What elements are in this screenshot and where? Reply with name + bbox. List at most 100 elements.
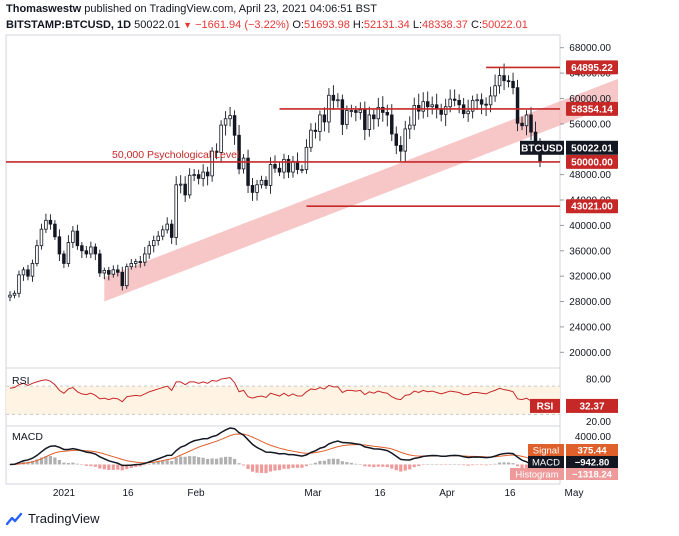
- histogram-bar: [381, 464, 385, 467]
- histogram-bar: [129, 464, 133, 468]
- candle: [228, 106, 232, 127]
- candle: [53, 220, 57, 240]
- candle: [201, 164, 205, 187]
- candle-body-up: [192, 174, 196, 177]
- candle-body-up: [228, 115, 232, 120]
- candle: [160, 225, 165, 241]
- candle-body-up: [160, 229, 165, 237]
- level-64895.22: 64895.22: [486, 60, 618, 75]
- macd-readout-badge: [566, 468, 618, 480]
- histogram-bar: [524, 464, 529, 469]
- candle: [62, 250, 66, 268]
- histogram-bar: [435, 464, 439, 465]
- histogram-bar: [116, 464, 120, 470]
- histogram-bar: [165, 460, 169, 465]
- candle: [461, 97, 466, 119]
- candle-body-down: [399, 145, 403, 152]
- last-price-badge: [566, 140, 618, 155]
- candle-body-up: [304, 146, 309, 170]
- candle-body-up: [443, 106, 448, 115]
- histogram-bar: [62, 462, 66, 465]
- candle: [66, 235, 71, 267]
- candle-body-up: [412, 105, 416, 126]
- open-value: 51693.98: [303, 19, 350, 31]
- histogram-bar: [417, 464, 421, 467]
- histogram-bar: [426, 464, 430, 465]
- candle: [421, 92, 425, 119]
- candle: [515, 79, 520, 132]
- candle-body-up: [241, 157, 246, 170]
- x-tick-label: 16: [374, 488, 386, 499]
- x-tick-label: Feb: [187, 488, 205, 499]
- candle: [273, 155, 277, 173]
- candle: [403, 120, 407, 162]
- rsi-title: RSI: [12, 375, 30, 387]
- level-50000.00: 50000.00 50,000 Psychological Level: [6, 149, 618, 169]
- histogram-bar: [444, 464, 448, 465]
- candle: [30, 259, 35, 282]
- close-label: C:: [471, 19, 482, 31]
- histogram-bar: [143, 464, 147, 466]
- candle-body-up: [403, 128, 407, 152]
- histogram-bar: [138, 464, 142, 467]
- histogram-bar: [448, 464, 452, 465]
- macd-histogram: [8, 456, 542, 474]
- candle: [232, 110, 237, 145]
- histogram-bar: [259, 464, 264, 473]
- candle: [12, 290, 17, 299]
- candle-body-up: [44, 219, 48, 230]
- histogram-bar: [488, 464, 493, 465]
- candle: [21, 266, 26, 281]
- author-name[interactable]: Thomaswestw: [6, 3, 82, 15]
- candle: [367, 106, 372, 137]
- candle: [497, 67, 502, 94]
- histogram-bar: [161, 460, 165, 465]
- candle: [205, 166, 210, 186]
- candle-body-up: [147, 245, 151, 255]
- candle-body-up: [219, 124, 223, 153]
- candle: [57, 229, 62, 262]
- candle: [196, 169, 201, 185]
- candle-body-down: [75, 230, 80, 247]
- histogram-bar: [223, 456, 228, 465]
- candle: [304, 139, 309, 174]
- candle: [479, 93, 484, 115]
- candle: [255, 179, 259, 201]
- candle: [219, 120, 223, 163]
- candle: [412, 97, 416, 130]
- histogram-bar: [471, 464, 475, 466]
- histogram-bar: [327, 458, 331, 465]
- histogram-bar: [367, 464, 371, 467]
- candle: [313, 122, 318, 139]
- histogram-bar: [232, 458, 237, 465]
- candle-body-down: [107, 270, 111, 275]
- macd-readout-badge: [566, 456, 618, 468]
- histogram-bar: [48, 456, 53, 465]
- candle-body-up: [358, 109, 363, 113]
- candle-body-up: [282, 158, 286, 173]
- candle: [520, 116, 524, 131]
- candle: [44, 213, 48, 233]
- candle-body-up: [421, 101, 425, 112]
- histogram-bar: [345, 462, 349, 465]
- candle: [408, 116, 412, 139]
- high-value: 52131.34: [363, 19, 410, 31]
- candle-body-down: [385, 112, 390, 116]
- histogram-bar: [502, 462, 506, 465]
- histogram-bar: [228, 456, 232, 465]
- candle-body-up: [470, 99, 475, 112]
- rsi-band: [6, 386, 560, 415]
- candle: [358, 102, 363, 120]
- candle-body-down: [372, 114, 376, 120]
- candle: [385, 104, 390, 127]
- tradingview-footer[interactable]: TradingView: [6, 511, 100, 526]
- level-badge: [566, 154, 618, 169]
- candle-body-up: [259, 179, 264, 186]
- histogram-bar: [304, 464, 309, 467]
- candle-body-up: [71, 230, 75, 243]
- y-tick-label: 56000.00: [569, 119, 611, 130]
- down-arrow-icon: ▼: [183, 20, 193, 30]
- macd-title: MACD: [12, 431, 43, 443]
- histogram-bar: [372, 464, 376, 468]
